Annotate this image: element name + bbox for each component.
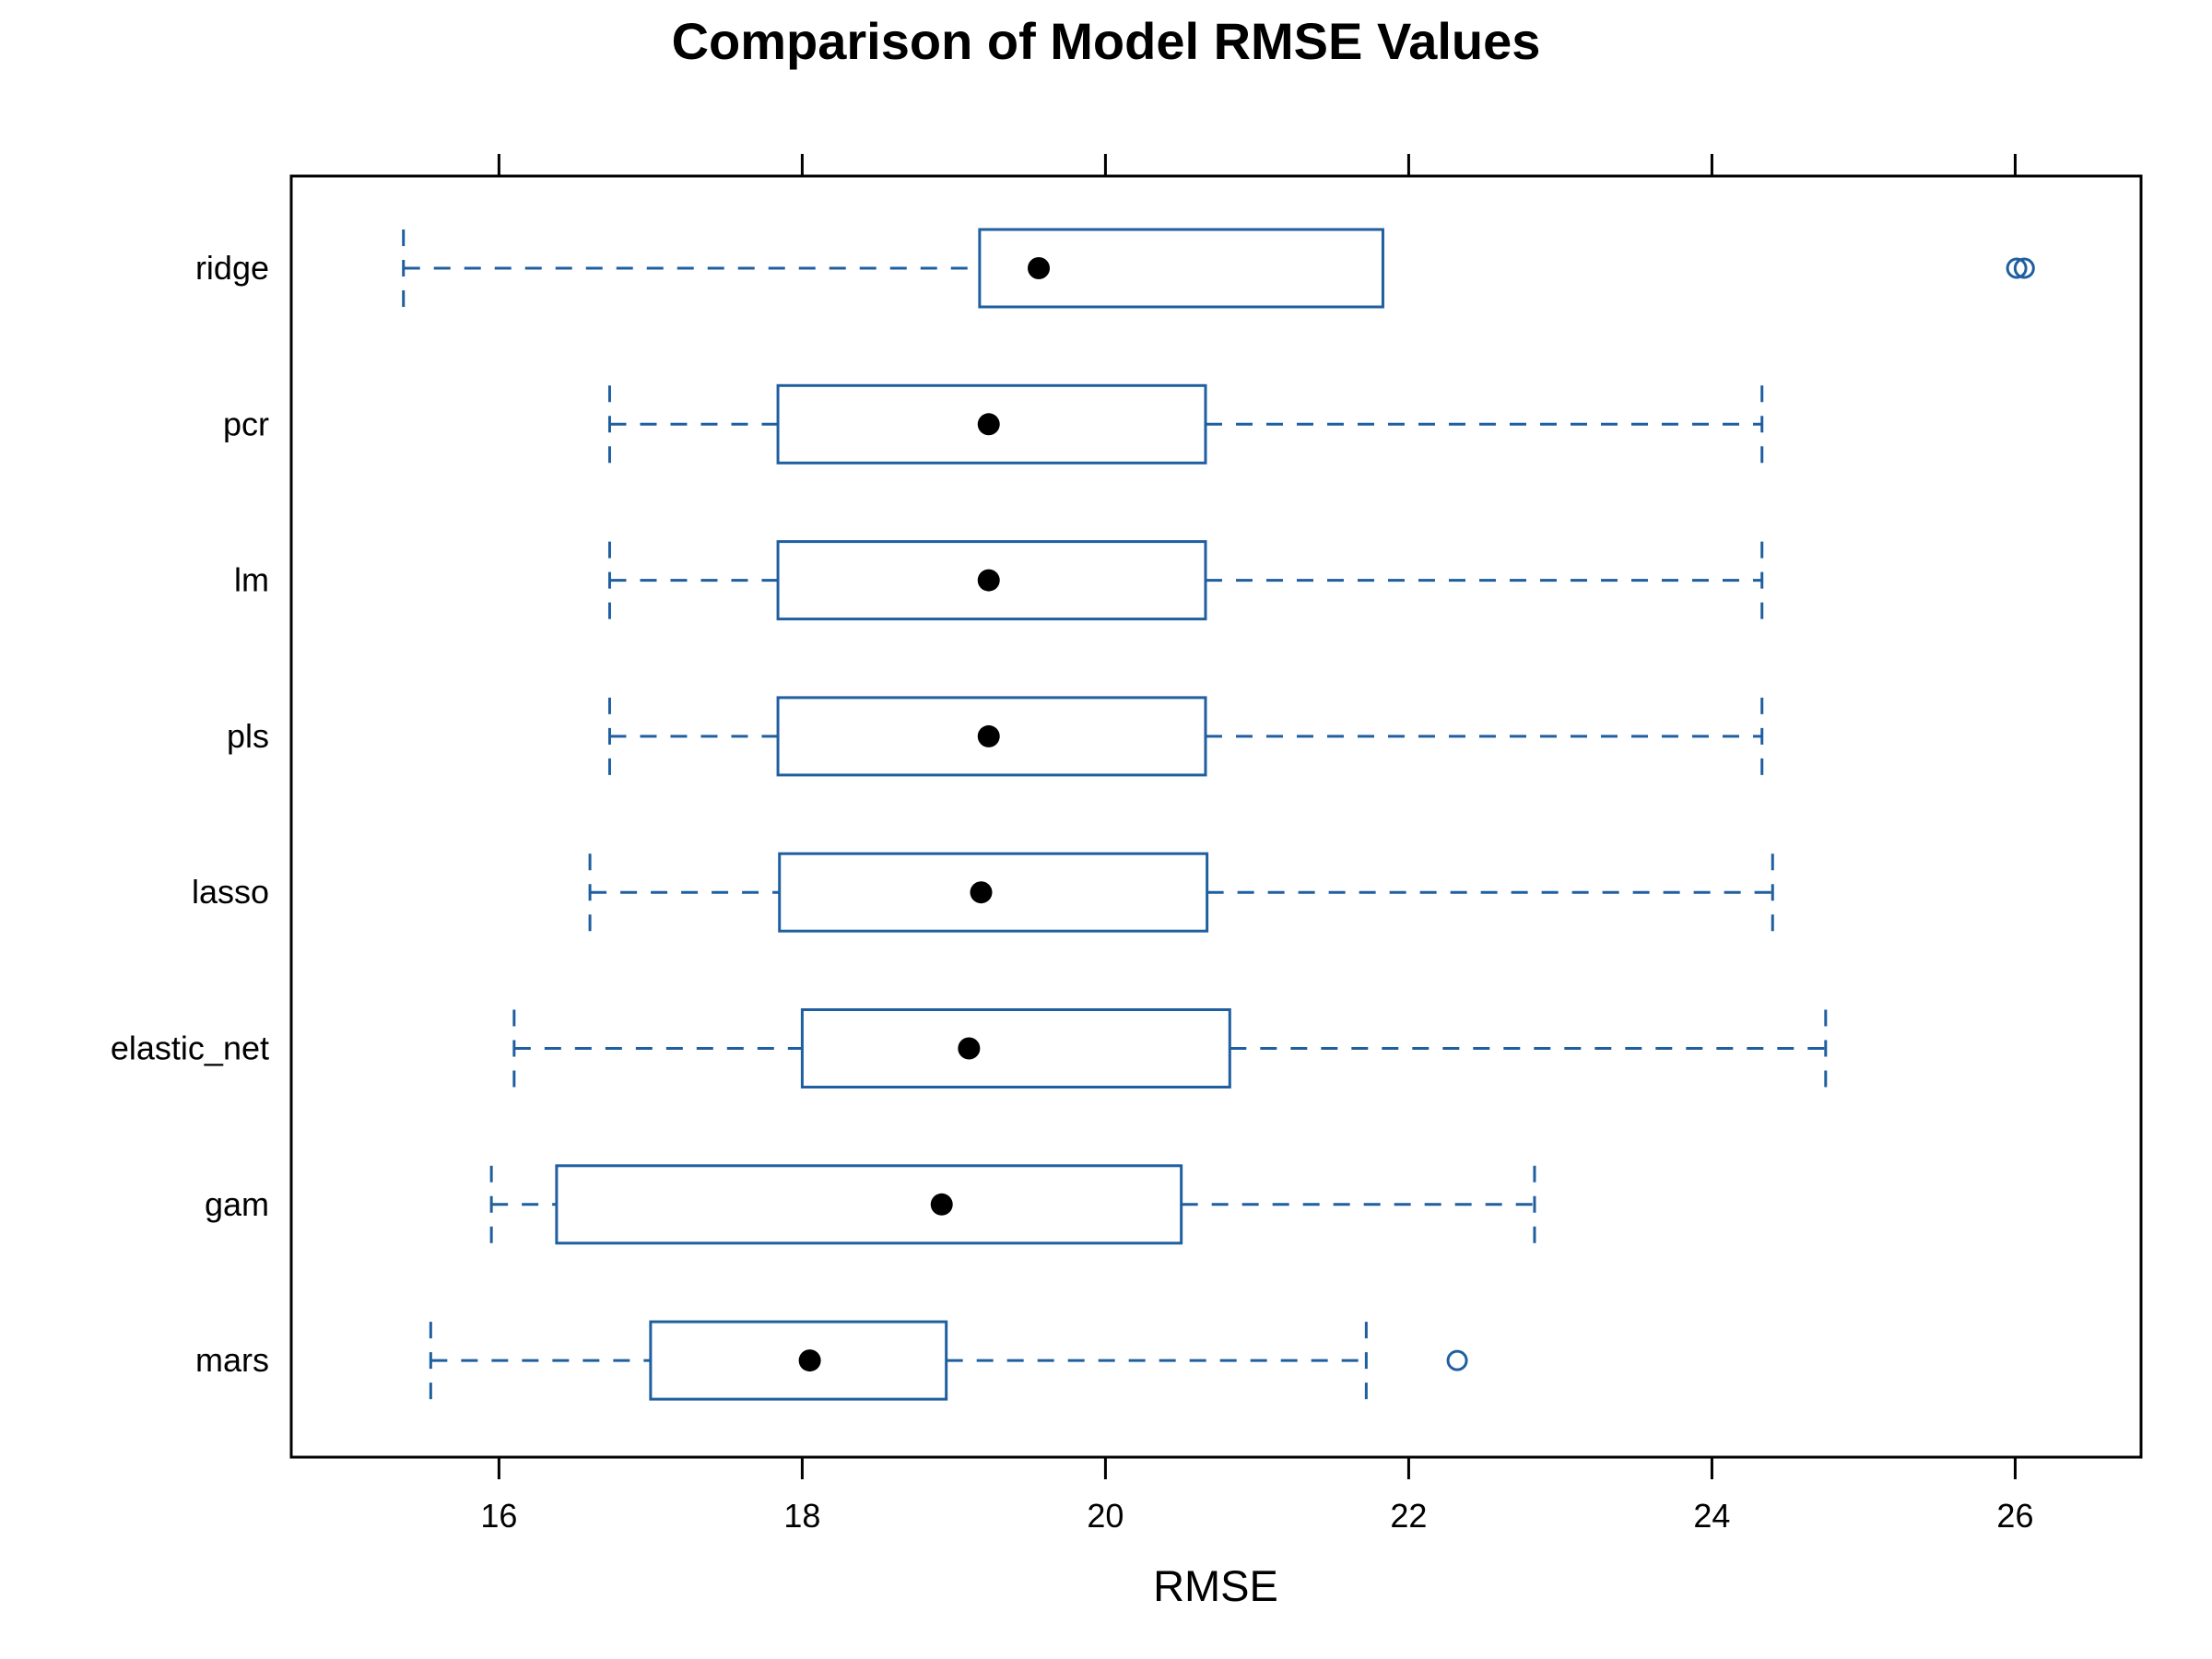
y-axis: mars gam elastic_net lasso pls lm pcr ridge bbox=[111, 249, 269, 1379]
boxplot-mars bbox=[429, 1320, 1468, 1401]
category-label-gam: gam bbox=[205, 1185, 269, 1223]
category-label-lasso: lasso bbox=[192, 873, 269, 911]
category-label-pls: pls bbox=[227, 717, 269, 755]
median-dot bbox=[977, 724, 1000, 747]
category-label-mars: mars bbox=[195, 1341, 269, 1379]
box-iqr bbox=[555, 1164, 1183, 1245]
category-label-lm: lm bbox=[234, 561, 269, 599]
median-dot bbox=[798, 1349, 821, 1372]
boxplot-ridge bbox=[402, 228, 2035, 309]
median-dot bbox=[1028, 257, 1051, 279]
outlier-point bbox=[2006, 257, 2028, 279]
box-iqr bbox=[800, 1008, 1231, 1088]
plot-area bbox=[402, 228, 2035, 1401]
boxplot-lasso bbox=[588, 852, 1774, 933]
chart-title: Comparison of Model RMSE Values bbox=[672, 12, 1541, 70]
x-axis: 16 18 20 22 24 26 bbox=[480, 154, 2033, 1535]
boxplot-gam bbox=[489, 1164, 1536, 1245]
x-tick-label: 18 bbox=[783, 1497, 820, 1535]
outlier-point bbox=[1446, 1349, 1468, 1371]
x-tick-label: 26 bbox=[1996, 1497, 2033, 1535]
x-axis-label: RMSE bbox=[1153, 1561, 1278, 1610]
outlier-point bbox=[2013, 257, 2035, 279]
median-dot bbox=[977, 569, 1000, 592]
median-dot bbox=[930, 1193, 953, 1216]
plot-frame bbox=[289, 174, 2143, 1459]
box-iqr bbox=[978, 228, 1384, 309]
box-iqr bbox=[778, 852, 1209, 933]
category-label-pcr: pcr bbox=[223, 405, 269, 442]
x-tick-label: 16 bbox=[480, 1497, 517, 1535]
boxplot-lm bbox=[607, 540, 1764, 621]
box-iqr bbox=[776, 383, 1207, 465]
median-dot bbox=[958, 1037, 981, 1060]
category-label-ridge: ridge bbox=[195, 249, 269, 287]
x-tick-label: 20 bbox=[1087, 1497, 1124, 1535]
box-iqr bbox=[776, 696, 1207, 777]
boxplot-elastic-net bbox=[512, 1008, 1828, 1088]
x-tick-label: 24 bbox=[1693, 1497, 1730, 1535]
median-dot bbox=[977, 413, 1000, 436]
category-label-elastic-net: elastic_net bbox=[111, 1030, 269, 1067]
box-iqr bbox=[776, 540, 1207, 621]
x-tick-label: 22 bbox=[1390, 1497, 1427, 1535]
boxplot-pls bbox=[607, 696, 1764, 777]
boxplot-pcr bbox=[607, 383, 1764, 465]
median-dot bbox=[970, 881, 993, 904]
box-iqr bbox=[649, 1320, 948, 1401]
